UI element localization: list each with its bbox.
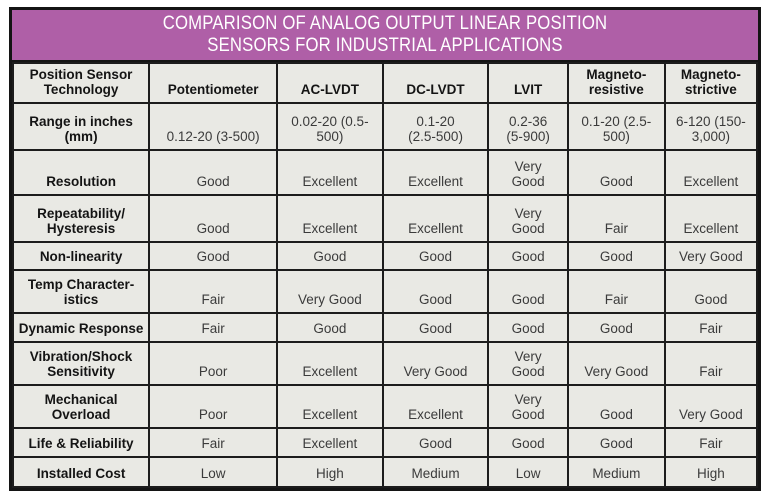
row-label: Non-linearity — [11, 241, 151, 271]
cell-value: Good — [276, 241, 384, 271]
cell-value: Good — [381, 269, 490, 314]
cell-value: Good — [566, 427, 666, 458]
cell-value: Poor — [148, 341, 279, 386]
cell-value: Fair — [148, 312, 279, 343]
cell-value: Good — [148, 241, 279, 271]
cell-value: Excellent — [276, 194, 384, 243]
cell-value: 0.2-36 (5-900) — [487, 102, 569, 151]
cell-value: Good — [381, 241, 490, 271]
column-header-cell: Potentiometer — [148, 62, 279, 104]
cell-value: Good — [487, 427, 569, 458]
cell-value: Good — [487, 241, 569, 271]
cell-value: Very Good — [487, 149, 569, 196]
cell-value: Good — [566, 384, 666, 429]
cell-value: Very Good — [276, 269, 384, 314]
row-label: Installed Cost — [11, 456, 151, 488]
row-label: Vibration/Shock Sensitivity — [11, 341, 151, 386]
cell-value: Good — [566, 312, 666, 343]
cell-value: Good — [566, 241, 666, 271]
cell-value: Fair — [566, 194, 666, 243]
cell-value: Excellent — [276, 384, 384, 429]
table-body: Position Sensor Technology Potentiometer A… — [11, 62, 759, 488]
cell-value: Very Good — [381, 341, 490, 386]
cell-value: Good — [487, 312, 569, 343]
cell-value: 0.1-20 (2.5- 500) — [566, 102, 666, 151]
header-row: Position Sensor Technology Potentiometer A… — [11, 62, 759, 104]
table-frame: COMPARISON OF ANALOG OUTPUT LINEAR POSIT… — [9, 7, 761, 491]
cell-value: High — [663, 456, 759, 488]
table-row: Installed Cost Low High Medium Low Medium High — [11, 456, 759, 488]
table-row: Temp Character- istics Fair Very Good Good G… — [11, 269, 759, 314]
cell-value: Good — [148, 149, 279, 196]
row-label: Temp Character- istics — [11, 269, 151, 314]
cell-value: Good — [148, 194, 279, 243]
table-row: Dynamic Response Fair Good Good Good Good Fair — [11, 312, 759, 343]
title-line-2: SENSORS FOR INDUSTRIAL APPLICATIONS — [207, 35, 563, 56]
row-label: Range in inches (mm) — [11, 102, 151, 151]
cell-value: 0.02-20 (0.5- 500) — [276, 102, 384, 151]
row-label: Resolution — [11, 149, 151, 196]
cell-value: Fair — [663, 312, 759, 343]
cell-value: Good — [566, 149, 666, 196]
title-line-1: COMPARISON OF ANALOG OUTPUT LINEAR POSIT… — [162, 13, 608, 34]
cell-value: High — [276, 456, 384, 488]
cell-value: Very Good — [663, 241, 759, 271]
cell-value: Excellent — [381, 149, 490, 196]
cell-value: 0.1-20 (2.5-500) — [381, 102, 490, 151]
table-row: Range in inches (mm) 0.12-20 (3-500) 0.02-… — [11, 102, 759, 151]
cell-value: Very Good — [566, 341, 666, 386]
cell-value: Fair — [566, 269, 666, 314]
cell-value: Fair — [663, 341, 759, 386]
row-label: Life & Reliability — [11, 427, 151, 458]
cell-value: Excellent — [663, 194, 759, 243]
table-row: Mechanical Overload Poor Excellent Excellen… — [11, 384, 759, 429]
cell-value: Excellent — [276, 149, 384, 196]
cell-value: Good — [276, 312, 384, 343]
row-label: Dynamic Response — [11, 312, 151, 343]
cell-value: Low — [148, 456, 279, 488]
comparison-table: Position Sensor Technology Potentiometer A… — [11, 62, 759, 488]
cell-value: Very Good — [663, 384, 759, 429]
cell-value: Medium — [566, 456, 666, 488]
cell-value: Excellent — [381, 194, 490, 243]
cell-value: Excellent — [276, 341, 384, 386]
table-row: Resolution Good Excellent Excellent Very Goo… — [11, 149, 759, 196]
column-header-cell: DC-LVDT — [381, 62, 490, 104]
cell-value: Excellent — [276, 427, 384, 458]
cell-value: Very Good — [487, 341, 569, 386]
corner-header-cell: Position Sensor Technology — [11, 62, 151, 104]
cell-value: 6-120 (150- 3,000) — [663, 102, 759, 151]
cell-value: Good — [487, 269, 569, 314]
table-row: Vibration/Shock Sensitivity Poor Excellent… — [11, 341, 759, 386]
title-banner: COMPARISON OF ANALOG OUTPUT LINEAR POSIT… — [12, 10, 758, 62]
cell-value: Medium — [381, 456, 490, 488]
cell-value: 0.12-20 (3-500) — [148, 102, 279, 151]
cell-value: Good — [663, 269, 759, 314]
cell-value: Fair — [148, 269, 279, 314]
column-header-cell: Magneto- strictive — [663, 62, 759, 104]
cell-value: Fair — [148, 427, 279, 458]
table-row: Repeatability/ Hysteresis Good Excellent Ex… — [11, 194, 759, 243]
row-label: Mechanical Overload — [11, 384, 151, 429]
cell-value: Good — [381, 312, 490, 343]
row-label: Repeatability/ Hysteresis — [11, 194, 151, 243]
title-text: COMPARISON OF ANALOG OUTPUT LINEAR POSIT… — [57, 13, 713, 57]
cell-value: Poor — [148, 384, 279, 429]
cell-value: Excellent — [663, 149, 759, 196]
cell-value: Excellent — [381, 384, 490, 429]
column-header-cell: Magneto- resistive — [566, 62, 666, 104]
cell-value: Very Good — [487, 194, 569, 243]
table-row: Non-linearity Good Good Good Good Good Very Go… — [11, 241, 759, 271]
cell-value: Good — [381, 427, 490, 458]
table-row: Life & Reliability Fair Excellent Good Good G… — [11, 427, 759, 458]
column-header-cell: LVIT — [487, 62, 569, 104]
cell-value: Low — [487, 456, 569, 488]
column-header-cell: AC-LVDT — [276, 62, 384, 104]
cell-value: Fair — [663, 427, 759, 458]
cell-value: Very Good — [487, 384, 569, 429]
